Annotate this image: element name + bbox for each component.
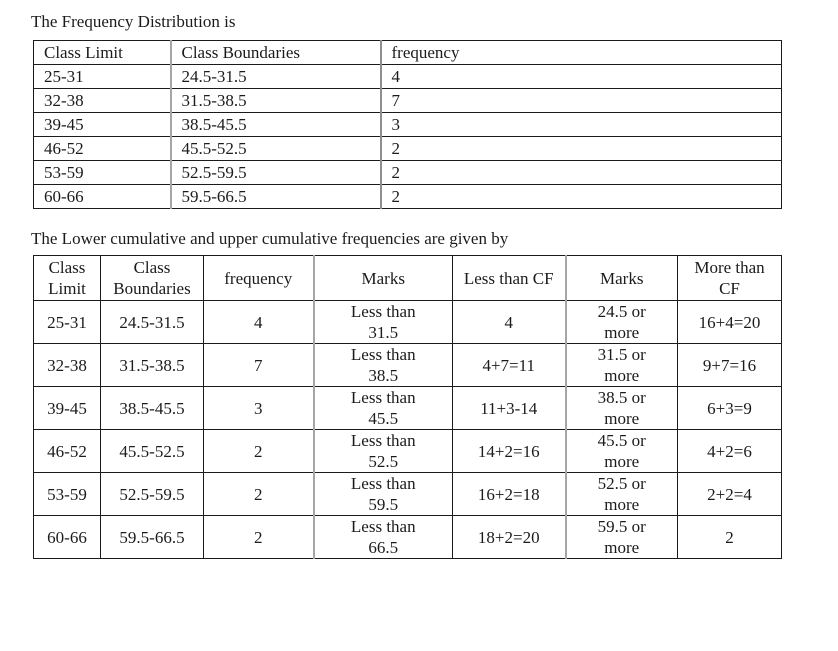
table-cell: 18+2=20 bbox=[452, 515, 567, 559]
table-cell: 24.5 or more bbox=[565, 300, 678, 344]
column-header-more-than-cf: More than CF bbox=[677, 255, 782, 301]
table-cell: 4 bbox=[203, 300, 315, 344]
table-cell: Less than 52.5 bbox=[313, 429, 453, 473]
table-cell: 59.5-66.5 bbox=[100, 515, 204, 559]
table-cell: 4+7=11 bbox=[452, 343, 567, 387]
table-row: 53-59 52.5-59.5 2 Less than 59.5 16+2=18… bbox=[33, 472, 782, 516]
table-row: 60-66 59.5-66.5 2 bbox=[33, 184, 782, 209]
table-cell: 2 bbox=[380, 184, 782, 209]
table-cell: Less than 59.5 bbox=[313, 472, 453, 516]
table-cell: 2+2=4 bbox=[677, 472, 782, 516]
table-cell: 52.5-59.5 bbox=[100, 472, 204, 516]
table-row: 39-45 38.5-45.5 3 bbox=[33, 112, 782, 137]
frequency-distribution-table: Class Limit Class Boundaries frequency 2… bbox=[33, 40, 782, 209]
table-cell: 9+7=16 bbox=[677, 343, 782, 387]
table-cell: 52.5 or more bbox=[565, 472, 678, 516]
table-cell: 2 bbox=[380, 160, 782, 185]
table-row: 46-52 45.5-52.5 2 Less than 52.5 14+2=16… bbox=[33, 429, 782, 473]
table-row: 25-31 24.5-31.5 4 Less than 31.5 4 24.5 … bbox=[33, 300, 782, 344]
table-cell: 60-66 bbox=[33, 184, 172, 209]
column-header-class-boundaries: Class Boundaries bbox=[100, 255, 204, 301]
column-header-frequency: frequency bbox=[203, 255, 315, 301]
table-cell: 59.5 or more bbox=[565, 515, 678, 559]
table-cell: 46-52 bbox=[33, 136, 172, 161]
column-header-frequency: frequency bbox=[380, 40, 782, 65]
table-row: 32-38 31.5-38.5 7 Less than 38.5 4+7=11 … bbox=[33, 343, 782, 387]
table-row: 60-66 59.5-66.5 2 Less than 66.5 18+2=20… bbox=[33, 515, 782, 559]
table-cell: 31.5 or more bbox=[565, 343, 678, 387]
table-cell: 31.5-38.5 bbox=[100, 343, 204, 387]
table-cell: 7 bbox=[380, 88, 782, 113]
table-cell: Less than 31.5 bbox=[313, 300, 453, 344]
table-row: 25-31 24.5-31.5 4 bbox=[33, 64, 782, 89]
table-cell: 39-45 bbox=[33, 386, 101, 430]
table-cell: 52.5-59.5 bbox=[170, 160, 382, 185]
table-cell: Less than 66.5 bbox=[313, 515, 453, 559]
table-cell: 3 bbox=[380, 112, 782, 137]
table-cell: 25-31 bbox=[33, 64, 172, 89]
table-cell: 53-59 bbox=[33, 472, 101, 516]
table-cell: Less than 38.5 bbox=[313, 343, 453, 387]
table-cell: 24.5-31.5 bbox=[100, 300, 204, 344]
column-header-marks-less: Marks bbox=[313, 255, 453, 301]
table-cell: 59.5-66.5 bbox=[170, 184, 382, 209]
column-header-class-limit: Class Limit bbox=[33, 40, 172, 65]
table-cell: 2 bbox=[203, 429, 315, 473]
table-cell: 25-31 bbox=[33, 300, 101, 344]
cumulative-frequency-table: Class Limit Class Boundaries frequency M… bbox=[33, 255, 782, 559]
table-cell: 16+4=20 bbox=[677, 300, 782, 344]
table-cell: 45.5-52.5 bbox=[170, 136, 382, 161]
table-cell: 39-45 bbox=[33, 112, 172, 137]
table-cell: 45.5-52.5 bbox=[100, 429, 204, 473]
table-cell: 7 bbox=[203, 343, 315, 387]
table-cell: 6+3=9 bbox=[677, 386, 782, 430]
table-cell: 16+2=18 bbox=[452, 472, 567, 516]
table-cell: 38.5-45.5 bbox=[100, 386, 204, 430]
table-header-row: Class Limit Class Boundaries frequency bbox=[33, 40, 782, 65]
table-cell: 4 bbox=[452, 300, 567, 344]
table-cell: 31.5-38.5 bbox=[170, 88, 382, 113]
table-cell: 32-38 bbox=[33, 343, 101, 387]
table-cell: 24.5-31.5 bbox=[170, 64, 382, 89]
column-header-class-limit: Class Limit bbox=[33, 255, 101, 301]
table-cell: 60-66 bbox=[33, 515, 101, 559]
table-cell: 53-59 bbox=[33, 160, 172, 185]
table-cell: 46-52 bbox=[33, 429, 101, 473]
table-cell: 2 bbox=[203, 472, 315, 516]
table-row: 46-52 45.5-52.5 2 bbox=[33, 136, 782, 161]
table-cell: Less than 45.5 bbox=[313, 386, 453, 430]
table-cell: 38.5 or more bbox=[565, 386, 678, 430]
frequency-distribution-title: The Frequency Distribution is bbox=[31, 12, 236, 31]
table-cell: 38.5-45.5 bbox=[170, 112, 382, 137]
table-cell: 45.5 or more bbox=[565, 429, 678, 473]
table-cell: 2 bbox=[380, 136, 782, 161]
table-cell: 4 bbox=[380, 64, 782, 89]
table-cell: 3 bbox=[203, 386, 315, 430]
table-cell: 2 bbox=[203, 515, 315, 559]
column-header-class-boundaries: Class Boundaries bbox=[170, 40, 382, 65]
table-cell: 14+2=16 bbox=[452, 429, 567, 473]
table-row: 53-59 52.5-59.5 2 bbox=[33, 160, 782, 185]
table-row: 32-38 31.5-38.5 7 bbox=[33, 88, 782, 113]
table-cell: 4+2=6 bbox=[677, 429, 782, 473]
table-header-row: Class Limit Class Boundaries frequency M… bbox=[33, 255, 782, 301]
table-cell: 32-38 bbox=[33, 88, 172, 113]
cumulative-frequency-title: The Lower cumulative and upper cumulativ… bbox=[31, 229, 509, 248]
table-cell: 2 bbox=[677, 515, 782, 559]
table-row: 39-45 38.5-45.5 3 Less than 45.5 11+3-14… bbox=[33, 386, 782, 430]
column-header-marks-more: Marks bbox=[565, 255, 678, 301]
column-header-less-than-cf: Less than CF bbox=[452, 255, 567, 301]
table-cell: 11+3-14 bbox=[452, 386, 567, 430]
